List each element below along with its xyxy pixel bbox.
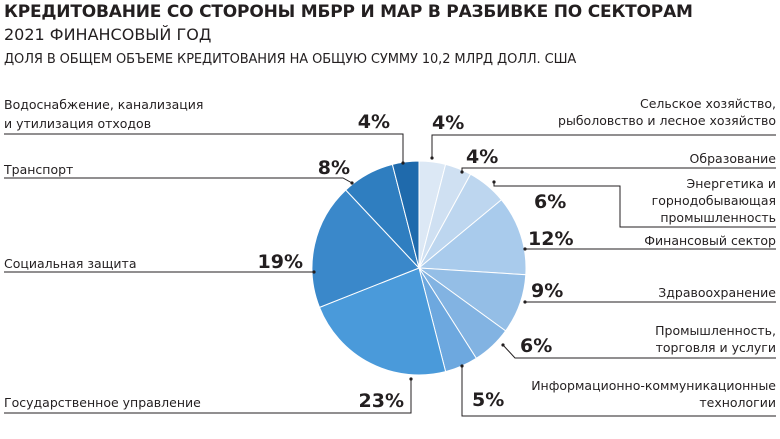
slice-label: Государственное управление [4, 395, 201, 410]
slice-percent-label: 4% [358, 111, 390, 133]
leader-line [461, 167, 776, 172]
leader-line [4, 379, 412, 414]
slice-label: Сельское хозяйство, рыболовство и лесное … [558, 96, 776, 128]
pie-slices [311, 160, 527, 376]
leader-line [502, 344, 776, 359]
leader-dot [350, 181, 354, 185]
slice-percent-label: 19% [258, 251, 303, 273]
leader-dot [492, 180, 496, 184]
slice-label: Водоснабжение, канализация и утилизация о… [4, 97, 203, 131]
leader-dot [430, 156, 434, 160]
slice-label: Здравоохранение [658, 285, 776, 300]
slice-percent-label: 12% [528, 228, 573, 250]
slice-percent-label: 9% [531, 280, 563, 302]
chart-title: КРЕДИТОВАНИЕ СО СТОРОНЫ МБРР И МАР В РАЗ… [4, 2, 693, 22]
slice-percent-label: 4% [466, 146, 498, 168]
chart-note: ДОЛЯ В ОБЩЕМ ОБЪЕМЕ КРЕДИТОВАНИЯ НА ОБЩУ… [4, 52, 577, 67]
slice-label: Информационно-коммуникационные технологии [531, 378, 776, 410]
leader-dot [409, 377, 413, 381]
pie-slice [318, 267, 447, 376]
leader-lines [4, 133, 776, 417]
slice-percent-label: 6% [520, 335, 552, 357]
slice-labels: Сельское хозяйство, рыболовство и лесное … [3, 96, 776, 412]
leader-dot [460, 170, 464, 174]
leader-dot [460, 364, 464, 368]
leader-dot [523, 300, 527, 304]
pie-slice [311, 189, 420, 309]
leader-line [4, 177, 353, 184]
slice-label: Промышленность, торговля и услуги [655, 323, 776, 355]
leader-line [461, 366, 776, 417]
slice-label: Финансовый сектор [644, 233, 776, 248]
leader-line [4, 133, 404, 163]
slice-percent-label: 23% [359, 390, 404, 412]
slice-label: Энергетика и горнодобывающая промышленност… [652, 176, 776, 225]
leader-dot [312, 270, 316, 274]
leader-dot [523, 247, 527, 251]
leader-dot [401, 161, 405, 165]
slice-label: Транспорт [3, 162, 73, 177]
leader-dot [501, 343, 505, 347]
slice-label: Образование [690, 151, 777, 166]
pie-slice [417, 199, 527, 276]
chart-subtitle: 2021 ФИНАНСОВЫЙ ГОД [4, 25, 212, 44]
pie-slice [391, 160, 420, 269]
leader-line [493, 182, 776, 228]
slice-percent-label: 6% [534, 191, 566, 213]
slice-percent-label: 5% [472, 389, 504, 411]
slice-label: Социальная защита [4, 256, 137, 271]
slice-percent-label: 8% [318, 157, 350, 179]
leader-line [431, 134, 776, 158]
slice-percent-label: 4% [432, 112, 464, 134]
